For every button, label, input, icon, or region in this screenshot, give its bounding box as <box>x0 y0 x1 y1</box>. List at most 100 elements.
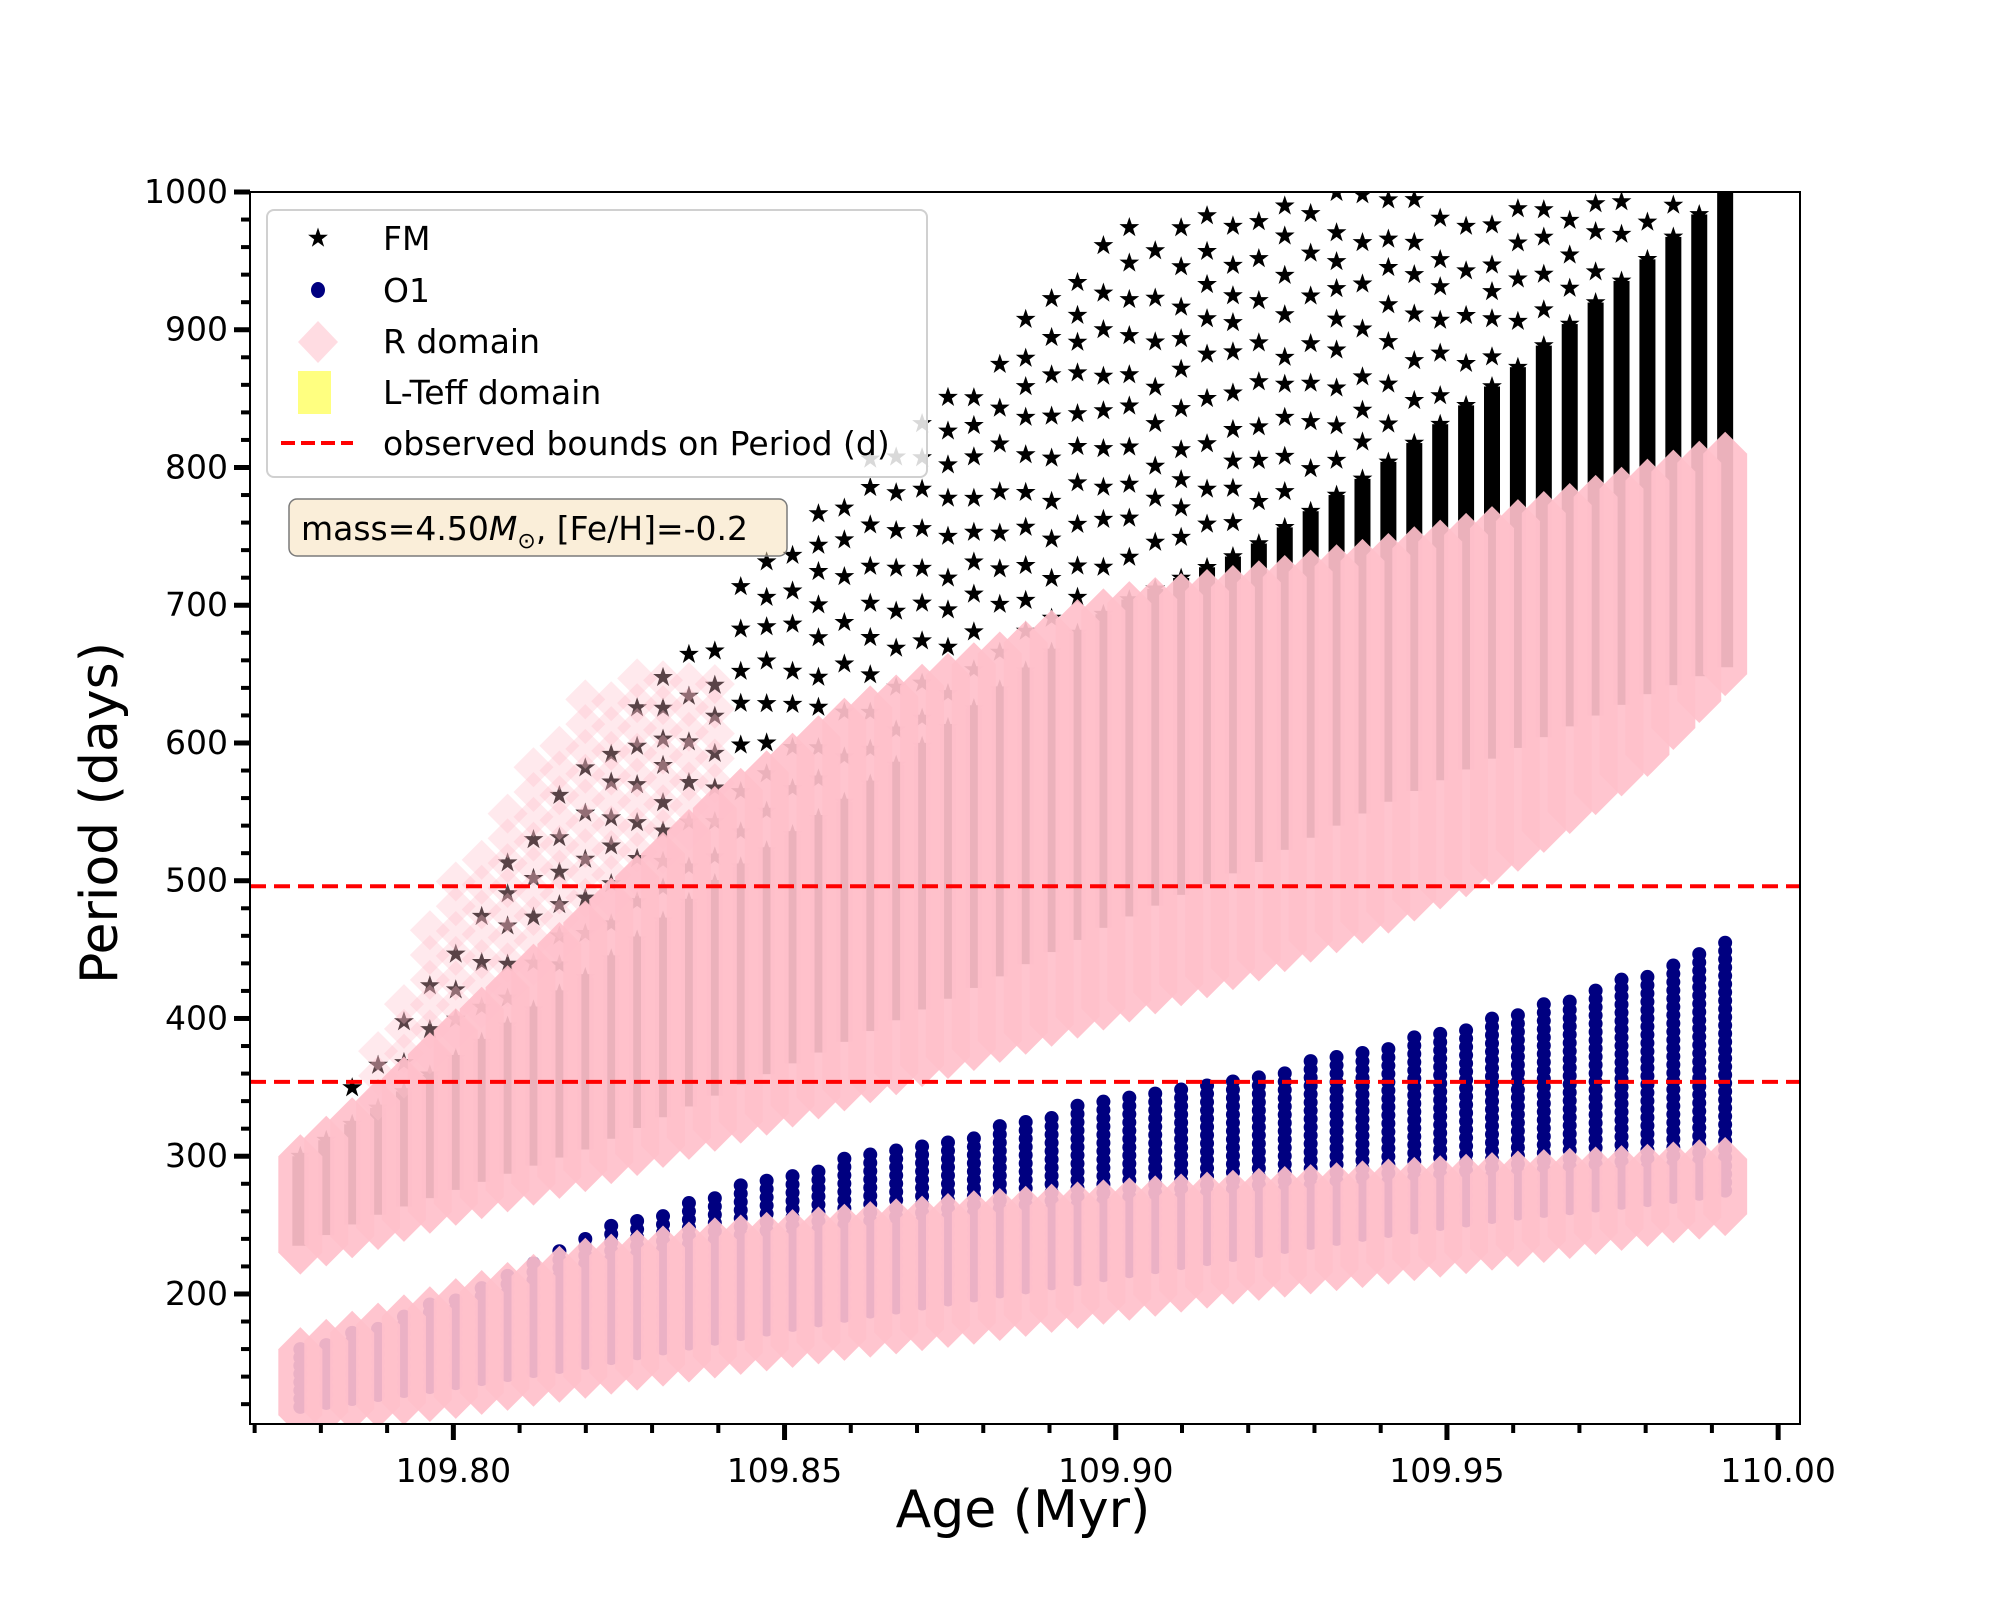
annotation-subscript: ⊙ <box>517 529 535 554</box>
o1-point <box>1433 1026 1448 1041</box>
r-domain-sparse-point <box>565 852 606 893</box>
circle-icon <box>311 282 325 298</box>
r-domain-sparse-point <box>513 920 554 961</box>
r-domain-sparse-point <box>643 833 684 874</box>
r-domain-sparse-point <box>435 960 476 1001</box>
r-domain-sparse-point <box>461 889 502 930</box>
x-tick-label: 110.00 <box>1720 1451 1835 1490</box>
y-tick-label: 500 <box>165 861 228 900</box>
r-domain-sparse-point <box>461 914 502 955</box>
o1-point <box>1407 1030 1422 1045</box>
r-domain-sparse-point <box>617 732 658 773</box>
r-domain-sparse-point <box>358 1080 399 1121</box>
r-domain-sparse-point <box>617 757 658 798</box>
o1-point <box>966 1131 981 1146</box>
r-domain-sparse-point <box>513 945 554 986</box>
r-domain-sparse-point <box>409 959 450 1000</box>
r-domain-sparse-point <box>461 988 502 1029</box>
y-tick-label: 1000 <box>144 172 228 211</box>
r-domain-sparse-point <box>435 985 476 1026</box>
legend-item-o1: O1 <box>311 271 430 310</box>
r-domain-sparse-point <box>539 924 580 965</box>
x-tick-label: 109.80 <box>396 1451 511 1490</box>
o1-point <box>785 1169 800 1184</box>
r-domain-sparse-point <box>513 747 554 788</box>
y-tick-label: 400 <box>165 998 228 1037</box>
r-domain-sparse-point <box>539 824 580 865</box>
r-domain-sparse-point <box>539 775 580 816</box>
r-domain-sparse-point <box>668 662 709 703</box>
r-domain-sparse-point <box>487 892 528 933</box>
y-axis-label: Period (days) <box>70 642 130 984</box>
r-domain-sparse-point <box>513 871 554 912</box>
annotation-text: mass=4.50M⊙, [Fe/H]=-0.2 <box>301 509 748 554</box>
r-domain-sparse-point <box>513 796 554 837</box>
r-domain-sparse-point <box>539 750 580 791</box>
r-domain-sparse-point <box>591 830 632 871</box>
r-domain-sparse-point <box>461 839 502 880</box>
r-domain-sparse-point <box>668 711 709 752</box>
r-domain-sparse-point <box>409 1009 450 1050</box>
r-domain-sparse-point <box>643 709 684 750</box>
r-domain-sparse-point <box>487 942 528 983</box>
r-domain-sparse-point <box>591 755 632 796</box>
legend: FM O1 R domain L-Teff domain observed bo… <box>266 209 928 478</box>
x-axis: 109.80 109.85 109.90 109.95 110.00 <box>252 1424 1836 1490</box>
r-domain-sparse-point <box>358 1055 399 1096</box>
r-domain-sparse-point <box>565 753 606 794</box>
r-domain-sparse-point <box>513 896 554 937</box>
y-tick-label: 200 <box>165 1274 228 1313</box>
r-domain-sparse-point <box>668 786 709 827</box>
o1-point <box>1018 1115 1033 1130</box>
annotation-box <box>288 498 788 557</box>
observed-bounds <box>250 884 1800 1084</box>
y-tick-label: 600 <box>165 723 228 762</box>
o1-point <box>1484 1011 1499 1026</box>
o1-point <box>1614 972 1629 987</box>
diamond-icon <box>298 321 338 363</box>
r-domain-sparse-point <box>694 788 735 829</box>
r-domain-sparse-point <box>565 728 606 769</box>
r-domain-sparse-point <box>643 660 684 701</box>
o1-point <box>1381 1042 1396 1057</box>
r-domain-sparse-point <box>435 935 476 976</box>
r-domain-sparse-point <box>461 939 502 980</box>
r-domain-sparse-point <box>358 1031 399 1072</box>
o1-point <box>630 1214 645 1229</box>
r-domain-sparse-point <box>565 704 606 745</box>
o1-point <box>1070 1098 1085 1113</box>
legend-item-fm: FM <box>308 219 430 258</box>
r-domain-sparse-point <box>591 780 632 821</box>
r-domain-sparse-point <box>409 910 450 951</box>
legend-label-observed-bounds: observed bounds on Period (d) <box>383 424 890 463</box>
plot-frame <box>249 191 1801 1425</box>
y-tick-label: 700 <box>165 585 228 624</box>
r-domain-sparse-point <box>643 809 684 850</box>
r-domain-sparse-point <box>643 759 684 800</box>
r-domain-sparse-point <box>694 688 735 729</box>
r-domain-sparse-point <box>617 658 658 699</box>
o1-point <box>1355 1046 1370 1061</box>
r-domain-sparse-point <box>565 902 606 943</box>
annotation-suffix: , [Fe/H]=-0.2 <box>536 509 748 548</box>
r-domain-sparse-point <box>694 763 735 804</box>
r-domain-sparse-point <box>409 1034 450 1075</box>
o1-point <box>759 1173 774 1188</box>
r-domain-sparse-point <box>409 935 450 976</box>
legend-item-r-domain: R domain <box>298 321 540 363</box>
r-domain-sparse-point <box>565 679 606 720</box>
x-tick-label: 109.85 <box>727 1451 842 1490</box>
o1-point <box>1096 1094 1111 1109</box>
o1-point <box>604 1218 619 1233</box>
annotation-symbol: M <box>489 509 517 548</box>
r-domain-sparse-point <box>383 1033 424 1074</box>
r-domain-sparse-point <box>617 707 658 748</box>
r-domain-sparse-point <box>591 706 632 747</box>
r-domain-sparse-point <box>513 772 554 813</box>
r-domain-points <box>278 431 1748 1424</box>
x-tick-label: 109.90 <box>1058 1451 1173 1490</box>
r-domain-sparse-point <box>487 793 528 834</box>
legend-item-observed-bounds: observed bounds on Period (d) <box>281 424 890 463</box>
r-domain-sparse-point <box>435 1010 476 1051</box>
